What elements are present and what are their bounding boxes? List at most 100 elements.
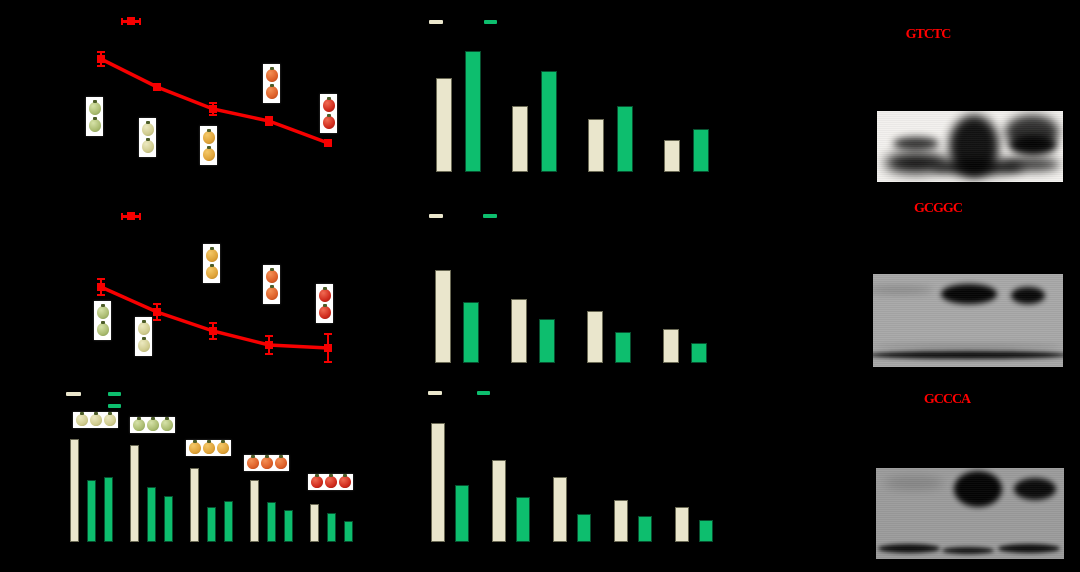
motif-label-gccca: GCCCA [923,392,971,407]
tomato-yellow-icon [200,126,217,165]
panel-h-bar-green-series-g5 [699,520,713,542]
panel-e-bar-cream-series-g1 [435,270,451,363]
western-blot-gccca [876,468,1064,559]
tomato-fruit-icon [322,113,335,129]
panel-h-bar-cream-series-g5 [675,507,689,542]
tomato-fruit-icon [137,336,150,352]
tomato-green-yellow-icon [73,412,118,428]
tomato-fruit-icon [160,417,173,431]
tomato-fruit-icon [265,66,278,82]
panel-h-bar-cream-series-g2 [492,460,506,542]
panel-g-bar-green-series-1-g2 [147,487,156,542]
panel-d-line-chart [30,200,340,370]
blot-band [885,153,947,173]
panel-h-bar-green-series-g1 [455,485,469,542]
tomato-fruit-icon [338,474,351,488]
tomato-fruit-icon [318,303,331,319]
tomato-fruit-icon [260,455,273,469]
motif-label-gtctc: GTCTC [905,27,952,42]
tomato-fruit-icon [322,96,335,112]
tomato-fruit-icon [137,319,150,335]
tomato-fruit-icon [96,320,109,336]
tomato-fruit-icon [132,417,145,431]
panel-g-bar-cream-series-g5 [310,504,319,542]
blot-band [1002,158,1060,171]
panel-b-bar-cream-series-g3 [588,119,604,172]
blot-band [873,344,1063,348]
panel-e-bar-cream-series-g4 [663,329,679,363]
tomato-yellow-icon [186,440,231,456]
panel-g-bar-green-series-2-g1 [104,477,113,542]
panel-h-bar-chart [415,388,720,542]
panel-g-bar-chart [55,390,365,542]
panel-g-legend-green-swatch-1 [108,392,121,396]
panel-a-plot [97,51,332,147]
panel-d-plot [97,278,332,363]
panel-g-bar-cream-series-g2 [130,445,139,542]
panel-b-bar-chart [415,25,720,172]
panel-g-legend-cream-swatch [66,392,81,396]
panel-g-bar-green-series-1-g1 [87,480,96,542]
panel-e-bar-green-series-g1 [463,302,479,363]
tomato-fruit-icon [75,412,88,426]
tomato-fruit-icon [89,412,102,426]
panel-b-legend-cream-swatch [429,20,443,24]
panel-b-bar-green-series-g1 [465,51,481,172]
tomato-red-icon [308,474,353,490]
tomato-fruit-icon [318,286,331,302]
tomato-fruit-icon [141,137,154,153]
blot-band [949,115,999,177]
blot-band [1014,478,1056,500]
panel-d-legend-marker [121,211,141,221]
panel-g-bar-cream-series-g4 [250,480,259,542]
tomato-fruit-icon [141,120,154,136]
blot-band [932,159,1024,175]
blot-band [1009,135,1057,155]
panel-g-bar-green-series-2-g2 [164,496,173,542]
panel-a-line-chart [30,5,340,175]
tomato-orange-icon [244,455,289,471]
panel-h-bar-green-series-g3 [577,514,591,542]
square-marker-icon [127,17,135,25]
panel-b-bar-green-series-g3 [617,106,633,172]
blot-band [884,476,944,490]
panel-g-legend-green-swatch-2 [108,404,121,408]
blot-band [998,544,1060,553]
tomato-fruit-icon [88,99,101,115]
panel-e-legend-cream-swatch [429,214,443,218]
panel-h-bar-green-series-g4 [638,516,652,542]
panel-e-bar-green-series-g4 [691,343,707,363]
tomato-green-icon [86,97,103,136]
panel-h-legend-green-swatch [477,391,490,395]
tomato-orange-icon [263,265,280,304]
panel-h-bar-cream-series-g1 [431,423,445,542]
blot-band [878,544,940,553]
tomato-fruit-icon [216,440,229,454]
tomato-fruit-icon [274,455,287,469]
tomato-fruit-icon [188,440,201,454]
panel-e-bar-cream-series-g3 [587,311,603,363]
panel-b-bar-cream-series-g4 [664,140,680,172]
panel-h-bar-cream-series-g3 [553,477,567,542]
tomato-fruit-icon [205,246,218,262]
panel-e-bar-chart [415,210,720,363]
motif-label-gcggc: GCGGC [914,201,963,216]
tomato-fruit-icon [310,474,323,488]
panel-g-bar-green-series-1-g4 [267,502,276,542]
panel-g-bar-green-series-2-g5 [344,521,353,542]
panel-b-legend-green-swatch [484,20,497,24]
tomato-fruit-icon [202,128,215,144]
western-blot-gtctc [877,111,1063,182]
tomato-fruit-icon [265,267,278,283]
panel-e-bar-cream-series-g2 [511,299,527,363]
panel-g-bar-green-series-1-g3 [207,507,216,542]
square-marker-icon [127,212,135,220]
tomato-fruit-icon [324,474,337,488]
tomato-fruit-icon [88,116,101,132]
errorbar-cap-icon [139,213,141,220]
blot-band [873,286,933,294]
tomato-yellow-icon [203,244,220,283]
tomato-orange-icon [263,64,280,103]
panel-b-bar-cream-series-g1 [436,78,452,172]
